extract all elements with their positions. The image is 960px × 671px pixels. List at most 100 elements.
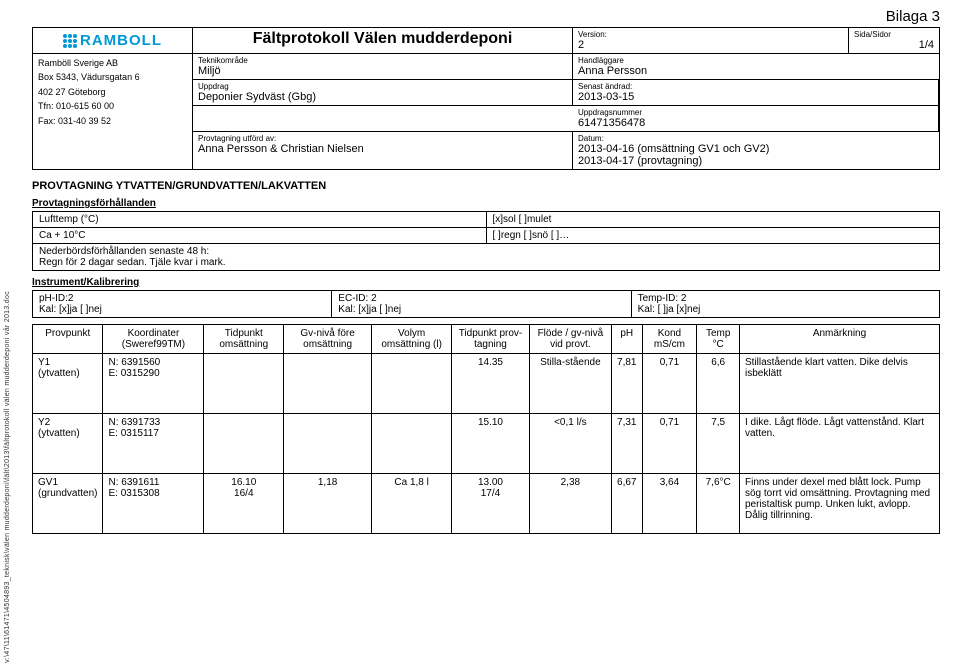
uppdragsnr-value: 61471356478 <box>578 117 933 129</box>
table-cell: 13.00 17/4 <box>452 474 529 534</box>
table-cell: N: 6391611 E: 0315308 <box>103 474 204 534</box>
table-cell: 0,71 <box>642 354 697 414</box>
conditions-table: Lufttemp (°C) [x]sol [ ]mulet Ca + 10°C … <box>32 211 940 271</box>
table-cell: 15.10 <box>452 414 529 474</box>
col-temp: Temp °C <box>697 325 740 354</box>
doc-title: Fältprotokoll Välen mudderdeponi <box>193 28 573 54</box>
table-cell <box>204 354 284 414</box>
company-addr2: 402 27 Göteborg <box>38 85 187 99</box>
ph-id: pH-ID:2 <box>39 293 73 304</box>
table-row: GV1 (grundvatten)N: 6391611 E: 031530816… <box>33 474 940 534</box>
company-addr1: Box 5343, Vädursgatan 6 <box>38 70 187 84</box>
table-cell: 16.10 16/4 <box>204 474 284 534</box>
provtagning-label: Provtagning utförd av: <box>198 134 567 143</box>
regn-value: [ ]regn [ ]snö [ ]… <box>486 228 940 244</box>
table-cell: <0,1 l/s <box>529 414 611 474</box>
logo-text: RAMBOLL <box>80 32 162 49</box>
table-cell: GV1 (grundvatten) <box>33 474 103 534</box>
table-header-row: Provpunkt Koordinater (Sweref99TM) Tidpu… <box>33 325 940 354</box>
temp-kal: Kal: [ ]ja [x]nej <box>638 304 701 315</box>
teknikomrade-label: Teknikområde <box>198 56 567 65</box>
handlaggare-label: Handläggare <box>578 56 934 65</box>
ph-kal: Kal: [x]ja [ ]nej <box>39 304 102 315</box>
table-row: Y1 (ytvatten)N: 6391560 E: 031529014.35S… <box>33 354 940 414</box>
table-cell: 7,81 <box>612 354 642 414</box>
neder-label: Nederbördsförhållanden senaste 48 h: <box>39 246 209 257</box>
header-block: RAMBOLL Fältprotokoll Välen mudderdeponi… <box>32 27 940 170</box>
table-cell: Stillastående klart vatten. Dike delvis … <box>740 354 940 414</box>
neder-value: Regn för 2 dagar sedan. Tjäle kvar i mar… <box>39 257 226 268</box>
ramboll-logo: RAMBOLL <box>63 32 162 49</box>
col-ph: pH <box>612 325 642 354</box>
table-cell: 7,6°C <box>697 474 740 534</box>
version-sida-cell: Version: 2 Sida/Sidor 1/4 <box>573 28 939 54</box>
col-anm: Anmärkning <box>740 325 940 354</box>
table-cell: N: 6391560 E: 0315290 <box>103 354 204 414</box>
table-cell: Y1 (ytvatten) <box>33 354 103 414</box>
file-path: v:\47\11\61471\4504893_teknisk\välen mud… <box>4 291 11 663</box>
col-provpunkt: Provpunkt <box>33 325 103 354</box>
ec-id: EC-ID: 2 <box>338 293 376 304</box>
logo-dots-icon <box>63 34 77 48</box>
table-cell: 6,6 <box>697 354 740 414</box>
col-tprov: Tidpunkt prov-tagning <box>452 325 529 354</box>
table-cell: 14.35 <box>452 354 529 414</box>
table-cell: Y2 (ytvatten) <box>33 414 103 474</box>
table-cell: Stilla-stående <box>529 354 611 414</box>
table-cell: Finns under dexel med blått lock. Pump s… <box>740 474 940 534</box>
sida-value: 1/4 <box>854 39 934 51</box>
datum-value1: 2013-04-16 (omsättning GV1 och GV2) <box>578 143 934 155</box>
table-cell <box>204 414 284 474</box>
col-kond: Kond mS/cm <box>642 325 697 354</box>
teknikomrade-value: Miljö <box>198 65 567 77</box>
lufttemp-label: Lufttemp (°C) <box>33 212 487 228</box>
section-title: PROVTAGNING YTVATTEN/GRUNDVATTEN/LAKVATT… <box>32 180 940 192</box>
table-cell: Ca 1,8 l <box>372 474 452 534</box>
table-cell: I dike. Lågt flöde. Lågt vattenstånd. Kl… <box>740 414 940 474</box>
uppdragsnr-label: Uppdragsnummer <box>578 108 933 117</box>
table-cell: N: 6391733 E: 0315117 <box>103 414 204 474</box>
company-address: Ramböll Sverige AB Box 5343, Vädursgatan… <box>33 54 193 169</box>
col-gvfore: Gv-nivå före omsättning <box>284 325 372 354</box>
table-cell: 2,38 <box>529 474 611 534</box>
datum-value2: 2013-04-17 (provtagning) <box>578 155 934 167</box>
table-cell: 6,67 <box>612 474 642 534</box>
table-cell <box>372 414 452 474</box>
instrument-table: pH-ID:2 Kal: [x]ja [ ]nej EC-ID: 2 Kal: … <box>32 290 940 318</box>
data-table: Provpunkt Koordinater (Sweref99TM) Tidpu… <box>32 324 940 534</box>
uppdrag-value: Deponier Sydväst (Gbg) <box>198 91 567 103</box>
col-flode: Flöde / gv-nivå vid provt. <box>529 325 611 354</box>
handlaggare-value: Anna Persson <box>578 65 934 77</box>
col-toms: Tidpunkt omsättning <box>204 325 284 354</box>
provtagning-value: Anna Persson & Christian Nielsen <box>198 143 567 155</box>
table-cell <box>372 354 452 414</box>
table-cell <box>284 414 372 474</box>
senast-value: 2013-03-15 <box>578 91 933 103</box>
table-cell: 7,31 <box>612 414 642 474</box>
lufttemp-value: Ca + 10°C <box>33 228 487 244</box>
logo-cell: RAMBOLL <box>33 28 193 54</box>
table-cell: 3,64 <box>642 474 697 534</box>
ec-kal: Kal: [x]ja [ ]nej <box>338 304 401 315</box>
cond-title: Provtagningsförhållanden <box>32 198 940 209</box>
table-row: Y2 (ytvatten)N: 6391733 E: 0315117 15.10<… <box>33 414 940 474</box>
table-cell: 7,5 <box>697 414 740 474</box>
company-fax: Fax: 031-40 39 52 <box>38 114 187 128</box>
company-tel: Tfn: 010-615 60 00 <box>38 99 187 113</box>
sol-value: [x]sol [ ]mulet <box>486 212 940 228</box>
table-cell: 1,18 <box>284 474 372 534</box>
datum-label: Datum: <box>578 134 934 143</box>
inst-title: Instrument/Kalibrering <box>32 277 940 288</box>
uppdrag-label: Uppdrag <box>198 82 567 91</box>
sida-label: Sida/Sidor <box>854 30 934 39</box>
version-label: Version: <box>578 30 843 39</box>
col-vol: Volym omsättning (l) <box>372 325 452 354</box>
table-cell <box>284 354 372 414</box>
version-value: 2 <box>578 39 843 51</box>
col-koord: Koordinater (Sweref99TM) <box>103 325 204 354</box>
senast-label: Senast ändrad: <box>578 82 933 91</box>
table-cell: 0,71 <box>642 414 697 474</box>
attachment-label: Bilaga 3 <box>32 8 940 25</box>
company-name: Ramböll Sverige AB <box>38 56 187 70</box>
temp-id: Temp-ID: 2 <box>638 293 687 304</box>
